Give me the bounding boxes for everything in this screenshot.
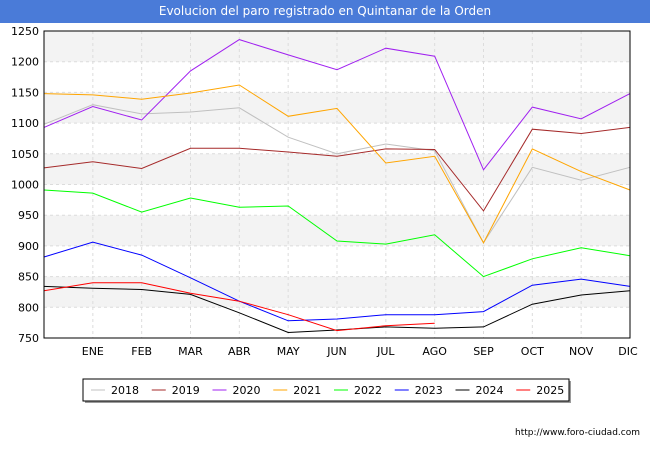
y-tick-label: 750 bbox=[18, 332, 39, 345]
series-line-2021 bbox=[43, 84, 631, 244]
legend-label-2024: 2024 bbox=[476, 384, 504, 397]
x-tick-label: ABR bbox=[228, 345, 251, 358]
x-tick-label: MAY bbox=[277, 345, 300, 358]
x-tick-label: MAR bbox=[178, 345, 203, 358]
chart-title: Evolucion del paro registrado en Quintan… bbox=[0, 0, 650, 23]
series-line-2025 bbox=[43, 282, 435, 332]
x-tick-label: DIC bbox=[618, 345, 638, 358]
y-tick-label: 850 bbox=[18, 271, 39, 284]
y-tick-label: 1250 bbox=[11, 25, 39, 38]
source-url: http://www.foro-ciudad.com bbox=[515, 428, 640, 438]
series-line-2024 bbox=[43, 285, 631, 334]
y-tick-label: 1150 bbox=[11, 86, 39, 99]
x-tick-label: ENE bbox=[82, 345, 104, 358]
x-tick-label: JUN bbox=[326, 345, 347, 358]
x-tick-label: OCT bbox=[521, 345, 544, 358]
series-line-2018 bbox=[43, 104, 631, 244]
y-tick-label: 1200 bbox=[11, 56, 39, 69]
y-tick-label: 1000 bbox=[11, 179, 39, 192]
x-tick-label: FEB bbox=[131, 345, 152, 358]
legend-label-2019: 2019 bbox=[172, 384, 200, 397]
legend-label-2021: 2021 bbox=[293, 384, 321, 397]
series-line-2019 bbox=[43, 126, 631, 212]
legend-label-2020: 2020 bbox=[233, 384, 261, 397]
x-tick-label: JUL bbox=[376, 345, 395, 358]
x-tick-label: AGO bbox=[422, 345, 447, 358]
legend-label-2025: 2025 bbox=[536, 384, 564, 397]
series-line-2023 bbox=[43, 241, 631, 322]
x-tick-label: NOV bbox=[569, 345, 594, 358]
y-tick-label: 950 bbox=[18, 209, 39, 222]
y-tick-label: 1100 bbox=[11, 117, 39, 130]
y-tick-label: 900 bbox=[18, 240, 39, 253]
plot-border bbox=[43, 30, 631, 339]
y-tick-label: 1050 bbox=[11, 148, 39, 161]
legend-label-2023: 2023 bbox=[415, 384, 443, 397]
x-tick-label: SEP bbox=[473, 345, 494, 358]
y-tick-label: 800 bbox=[18, 301, 39, 314]
legend-box bbox=[82, 378, 570, 402]
legend-label-2018: 2018 bbox=[111, 384, 139, 397]
legend-label-2022: 2022 bbox=[354, 384, 382, 397]
series-line-2022 bbox=[43, 189, 631, 278]
series-line-2020 bbox=[43, 39, 631, 171]
